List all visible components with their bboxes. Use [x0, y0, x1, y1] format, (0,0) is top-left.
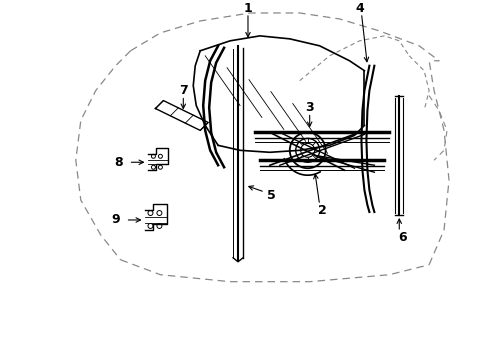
Text: 9: 9 [111, 213, 120, 226]
Text: 6: 6 [398, 231, 407, 244]
Text: 2: 2 [318, 203, 327, 216]
Text: 7: 7 [179, 84, 188, 97]
Text: 1: 1 [244, 3, 252, 15]
Text: 4: 4 [355, 3, 364, 15]
Text: 8: 8 [114, 156, 123, 169]
Text: 3: 3 [305, 101, 314, 114]
Text: 5: 5 [268, 189, 276, 202]
